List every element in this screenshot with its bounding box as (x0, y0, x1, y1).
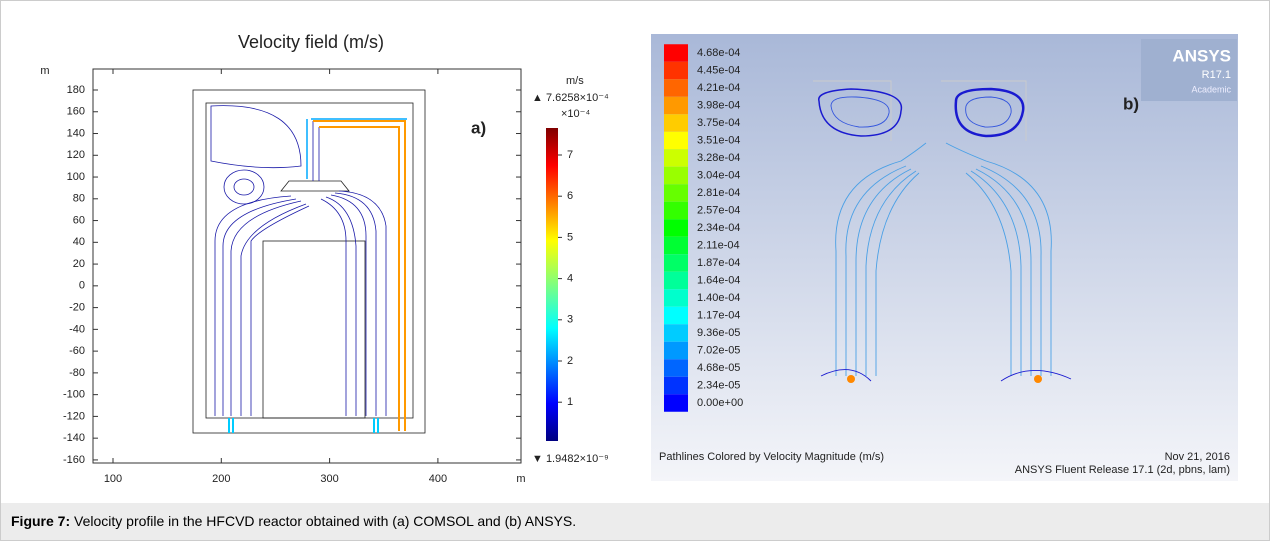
legend-swatch (664, 114, 688, 132)
panel-a-title: Velocity field (m/s) (238, 32, 384, 52)
x-tick-label: 400 (429, 473, 447, 485)
panel-label: b) (1123, 94, 1139, 113)
colorbar-tick-label: 5 (567, 231, 573, 243)
legend-swatch (664, 394, 688, 412)
legend-label: 3.75e-04 (697, 117, 740, 129)
legend-label: 3.28e-04 (697, 152, 740, 164)
legend-swatch (664, 131, 688, 150)
logo: ANSYS (1172, 46, 1231, 65)
y-tick-label: 60 (73, 214, 85, 226)
colorbar-tick-label: 6 (567, 190, 573, 202)
x-tick-label: 100 (104, 473, 122, 485)
legend-swatch (664, 236, 688, 255)
logo-version: R17.1 (1202, 69, 1231, 81)
legend-label: 1.87e-04 (697, 257, 740, 269)
legend-swatch (664, 184, 688, 202)
legend-label: 7.02e-05 (697, 344, 740, 356)
legend-label: 2.81e-04 (697, 187, 740, 199)
y-tick-label: 140 (67, 127, 85, 139)
legend-swatch (664, 79, 688, 97)
legend-label: 4.45e-04 (697, 64, 740, 76)
panel-b-background (651, 34, 1238, 481)
legend-label: 2.57e-04 (697, 204, 740, 216)
legend-label: 2.34e-05 (697, 379, 740, 391)
legend-swatch (664, 219, 688, 237)
figure-panels: Velocity field (m/s) m m m/s ▲ 7.6258×10… (40, 32, 1238, 485)
colorbar-min: ▼ 1.9482×10⁻⁹ (532, 453, 609, 465)
caption-text: Velocity profile in the HFCVD reactor ob… (70, 513, 577, 529)
caption-label: Figure 7: (11, 513, 71, 529)
y-tick-label: 40 (73, 236, 85, 248)
footer-left: Pathlines Colored by Velocity Magnitude … (659, 451, 884, 463)
legend-swatch (664, 149, 688, 167)
reactor-a (192, 89, 426, 434)
legend-swatch (664, 44, 688, 62)
legend-swatch (664, 306, 688, 325)
legend-swatch (664, 96, 688, 115)
y-unit: m (40, 65, 49, 77)
legend-label: 1.64e-04 (697, 274, 740, 286)
legend-swatch (664, 376, 688, 395)
colorbar (546, 128, 558, 441)
y-tick-label: -40 (69, 323, 85, 335)
footer-release: ANSYS Fluent Release 17.1 (2d, pbns, lam… (1015, 464, 1230, 476)
colorbar-tick-label: 3 (567, 314, 573, 326)
y-tick-label: -80 (69, 367, 85, 379)
legend-swatch (664, 166, 688, 185)
panel-label: a) (471, 118, 486, 137)
legend-label: 3.98e-04 (697, 99, 740, 111)
logo-edition: Academic (1191, 84, 1231, 94)
colorbar-tick-label: 1 (567, 396, 573, 408)
reactor-b (813, 80, 1072, 383)
y-tick-label: 80 (73, 193, 85, 205)
colorbar-multiplier: ×10⁻⁴ (561, 108, 590, 120)
legend-label: 2.34e-04 (697, 222, 740, 234)
y-tick-label: 0 (79, 280, 85, 292)
y-tick-label: 160 (67, 106, 85, 118)
y-tick-label: -160 (63, 454, 85, 466)
legend-label: 3.51e-04 (697, 134, 740, 146)
colorbar-tick-label: 7 (567, 149, 573, 161)
logo-box (1141, 39, 1237, 101)
y-tick-label: 20 (73, 258, 85, 270)
colorbar-unit: m/s (566, 75, 584, 87)
plot-frame (92, 68, 522, 464)
colorbar-max: ▲ 7.6258×10⁻⁴ (532, 92, 609, 104)
footer-date: Nov 21, 2016 (1165, 451, 1230, 463)
legend-swatch (664, 254, 688, 272)
x-unit: m (516, 473, 525, 485)
x-tick-label: 300 (320, 473, 338, 485)
legend-swatch (664, 201, 688, 220)
legend-swatch (664, 289, 688, 307)
legend-label: 0.00e+00 (697, 397, 743, 409)
caption: Figure 7: Velocity profile in the HFCVD … (1, 503, 1269, 540)
legend-label: 4.68e-05 (697, 362, 740, 374)
legend-label: 1.40e-04 (697, 292, 740, 304)
y-tick-label: -60 (69, 345, 85, 357)
colorbar-tick-label: 4 (567, 273, 573, 285)
legend-swatch (664, 61, 688, 80)
legend-label: 1.17e-04 (697, 309, 740, 321)
y-tick-label: 100 (67, 171, 85, 183)
legend-label: 3.04e-04 (697, 169, 740, 181)
colorbar-tick-label: 2 (567, 355, 573, 367)
y-tick-label: 120 (67, 149, 85, 161)
legend-swatch (664, 324, 688, 342)
legend-label: 2.11e-04 (697, 239, 740, 251)
y-tick-label: -140 (63, 432, 85, 444)
y-tick-label: 180 (67, 84, 85, 96)
legend-swatch (664, 341, 688, 360)
y-tick-label: -20 (69, 302, 85, 314)
x-tick-label: 200 (212, 473, 230, 485)
legend-label: 4.68e-04 (697, 47, 740, 59)
y-tick-label: -100 (63, 389, 85, 401)
legend-label: 4.21e-04 (697, 82, 740, 94)
y-tick-label: -120 (63, 410, 85, 422)
legend-swatch (664, 271, 688, 290)
legend-label: 9.36e-05 (697, 327, 740, 339)
legend-swatch (664, 359, 688, 377)
